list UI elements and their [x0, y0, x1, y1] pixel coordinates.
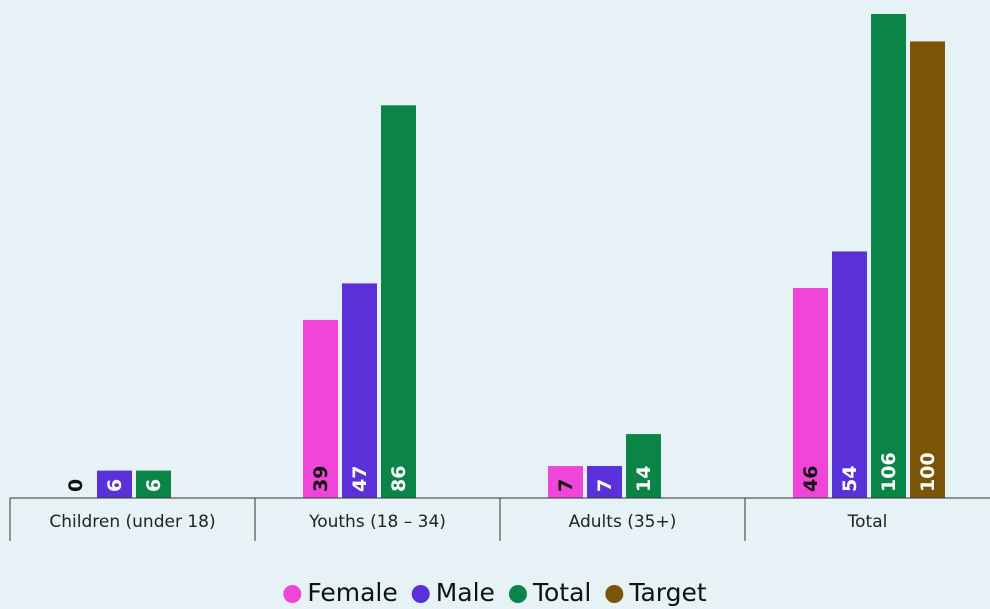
- value-label: 39: [310, 466, 332, 492]
- bar: [97, 470, 132, 498]
- bar: [871, 14, 906, 498]
- legend-label: Target: [628, 578, 707, 607]
- value-label: 7: [555, 479, 577, 492]
- legend-label: Total: [532, 578, 591, 607]
- value-label: 14: [633, 466, 655, 492]
- value-label: 54: [839, 466, 861, 492]
- bar: [626, 434, 661, 498]
- bar: [793, 287, 828, 498]
- bar: [303, 319, 338, 498]
- value-label: 47: [349, 466, 371, 492]
- value-label: 100: [917, 452, 939, 492]
- value-label: 6: [143, 479, 165, 492]
- x-tick-label: Youths (18 – 34): [308, 512, 446, 532]
- legend-marker: [605, 585, 624, 603]
- bar: [832, 251, 867, 498]
- bar: [381, 105, 416, 499]
- x-tick-label: Adults (35+): [569, 512, 677, 532]
- legend-marker: [411, 585, 430, 603]
- bar: [136, 470, 171, 498]
- value-label: 106: [878, 452, 900, 492]
- x-tick-label: Children (under 18): [49, 512, 215, 532]
- value-label: 46: [800, 466, 822, 492]
- value-label: 7: [594, 479, 616, 492]
- legend: Female Male Total Target: [283, 578, 707, 607]
- legend-label: Male: [436, 578, 495, 607]
- value-label: 86: [388, 466, 410, 492]
- legend-label: Female: [307, 578, 397, 607]
- bar: [587, 466, 622, 498]
- legend-marker: [508, 585, 527, 603]
- bar: [342, 283, 377, 498]
- bar: [910, 41, 945, 498]
- legend-marker: [283, 585, 302, 603]
- value-label: 6: [104, 479, 126, 492]
- value-label: 0: [65, 479, 87, 492]
- bar: [548, 466, 583, 498]
- x-tick-label: Total: [847, 512, 888, 532]
